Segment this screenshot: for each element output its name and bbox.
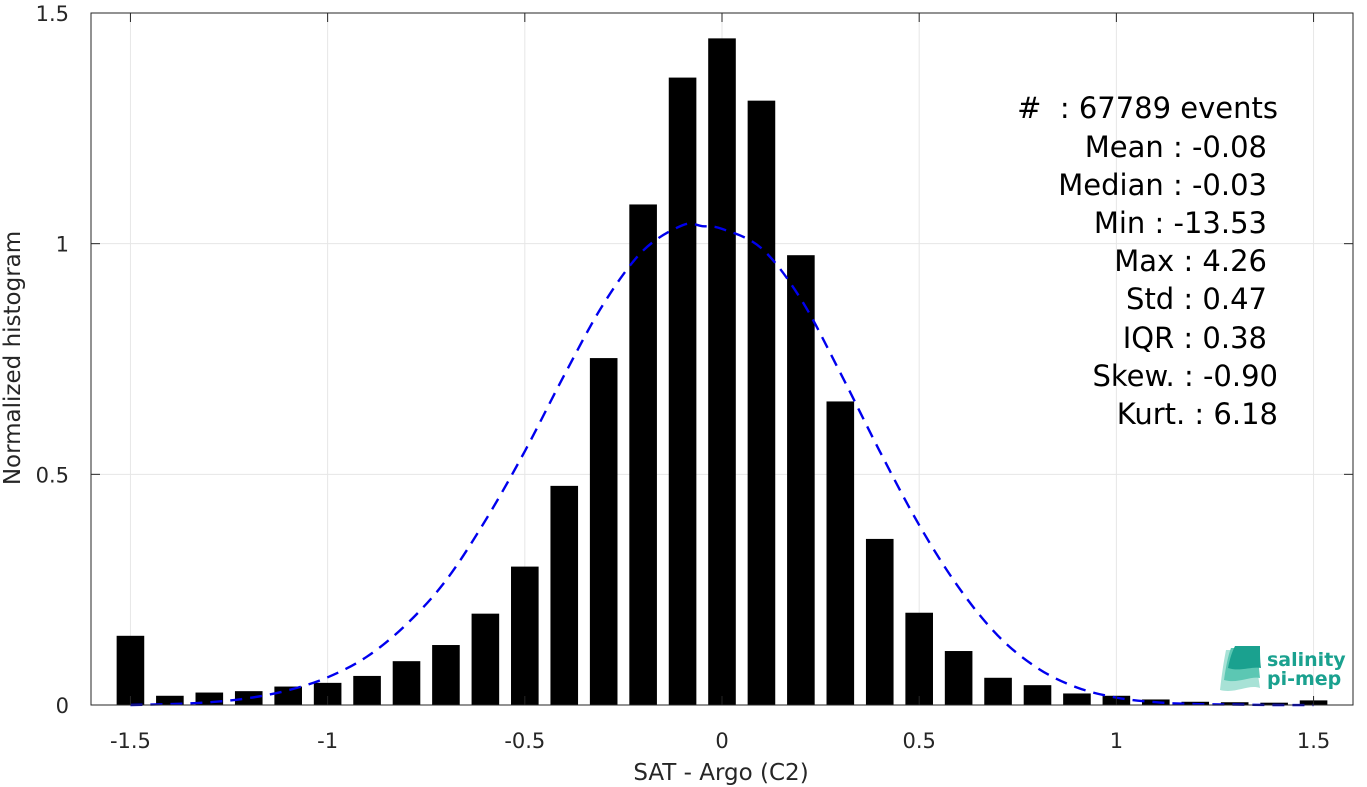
histogram-bar (668, 77, 697, 705)
histogram-bar (589, 358, 618, 705)
axis-ticks (91, 12, 1353, 706)
histogram-bar (274, 686, 302, 705)
histogram-bar (747, 100, 776, 706)
histogram-bar (353, 675, 381, 705)
logo-text-line2: pi-mep (1267, 668, 1341, 690)
x-tick-label: 1.5 (1297, 729, 1330, 753)
x-tick-labels: -1.5 -1 -0.5 0 0.5 1 1.5 (110, 729, 1330, 753)
y-tick-labels: 0 0.5 1 1.5 (36, 2, 69, 718)
histogram-bar (944, 651, 973, 705)
histogram-bar (629, 204, 657, 705)
x-tick-label: -0.5 (504, 729, 545, 753)
histogram-bar (392, 661, 421, 705)
y-tick-label: 0.5 (36, 463, 69, 487)
histogram-bar (787, 255, 815, 705)
histogram-bar (511, 566, 539, 705)
x-tick-label: -1.5 (110, 729, 151, 753)
histogram-bar (826, 401, 855, 705)
logo-text-line1: salinity (1267, 649, 1346, 671)
histogram-bar (1023, 685, 1052, 705)
normal-fit-curve (130, 222, 1314, 707)
histogram-bar (156, 695, 184, 705)
y-axis-label: Normalized histogram (0, 231, 26, 485)
histogram-bar (1063, 693, 1091, 705)
stat-iqr: IQR : 0.38 (1123, 321, 1267, 355)
y-tick-label: 0 (56, 694, 69, 718)
stats-box: # : 67789 events Mean : -0.08 Median : -… (1017, 91, 1278, 431)
x-tick-label: 0.5 (902, 729, 935, 753)
stat-std: Std : 0.47 (1126, 282, 1267, 316)
histogram-bar (116, 635, 145, 705)
stat-skew: Skew. : -0.90 (1092, 359, 1278, 393)
wave-logo-icon (1220, 646, 1261, 691)
y-tick-label: 1.5 (36, 2, 69, 26)
x-axis-label: SAT - Argo (C2) (633, 760, 808, 786)
histogram-bar (708, 38, 736, 705)
histogram-bar (234, 691, 263, 705)
histogram-bar (905, 612, 933, 705)
salinity-pimep-logo: salinity pi-mep (1220, 646, 1346, 691)
stat-kurt: Kurt. : 6.18 (1117, 397, 1278, 431)
stat-max: Max : 4.26 (1114, 244, 1267, 278)
x-tick-label: 1 (1110, 729, 1123, 753)
histogram-bar (313, 682, 342, 705)
y-tick-label: 1 (56, 233, 69, 257)
histogram-bar (471, 613, 500, 705)
histogram-bar (550, 485, 579, 705)
histogram-bar (984, 677, 1012, 705)
stat-median: Median : -0.03 (1058, 168, 1267, 202)
stat-min: Min : -13.53 (1094, 206, 1267, 240)
histogram-bar (432, 645, 460, 705)
x-tick-label: -1 (317, 729, 338, 753)
stat-events: # : 67789 events (1017, 91, 1278, 125)
x-tick-label: 0 (715, 729, 728, 753)
histogram-bar (865, 538, 894, 705)
stat-mean: Mean : -0.08 (1085, 130, 1267, 164)
